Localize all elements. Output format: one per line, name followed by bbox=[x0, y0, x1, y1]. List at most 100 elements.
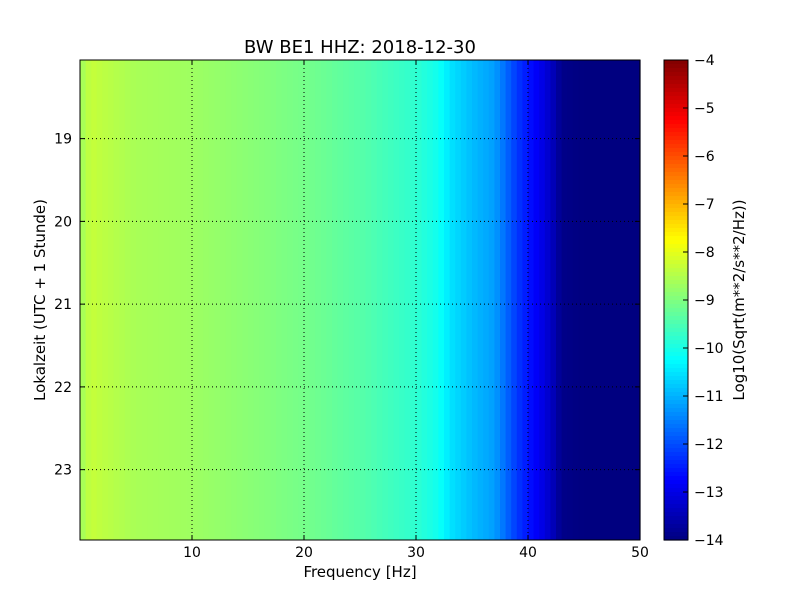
colorbar-cell bbox=[664, 468, 688, 473]
y-tick-label: 19 bbox=[54, 132, 72, 148]
colorbar-cell bbox=[664, 288, 688, 293]
heatmap-column bbox=[427, 60, 434, 540]
colorbar-cell bbox=[664, 92, 688, 97]
heatmap-column bbox=[220, 60, 227, 540]
heatmap-column bbox=[192, 60, 199, 540]
heatmap-column bbox=[91, 60, 98, 540]
heatmap-column bbox=[488, 60, 495, 540]
heatmap-column bbox=[214, 60, 221, 540]
heatmap-column bbox=[309, 60, 316, 540]
colorbar-cell bbox=[664, 524, 688, 529]
heatmap-column bbox=[124, 60, 131, 540]
heatmap-column bbox=[130, 60, 137, 540]
colorbar-cell bbox=[664, 128, 688, 133]
colorbar-cell bbox=[664, 376, 688, 381]
colorbar-tick-label: −12 bbox=[694, 437, 724, 453]
heatmap-column bbox=[175, 60, 182, 540]
colorbar-cell bbox=[664, 336, 688, 341]
colorbar-cell bbox=[664, 304, 688, 309]
heatmap-column bbox=[612, 60, 619, 540]
colorbar-cell bbox=[664, 232, 688, 237]
heatmap-column bbox=[231, 60, 238, 540]
x-axis-label: Frequency [Hz] bbox=[303, 563, 416, 581]
colorbar-cell bbox=[664, 184, 688, 189]
heatmap-column bbox=[589, 60, 596, 540]
heatmap-column bbox=[287, 60, 294, 540]
colorbar-cell bbox=[664, 100, 688, 105]
colorbar-cell bbox=[664, 536, 688, 541]
heatmap-column bbox=[600, 60, 607, 540]
heatmap-column bbox=[416, 60, 423, 540]
colorbar-cell bbox=[664, 512, 688, 517]
colorbar-cell bbox=[664, 488, 688, 493]
colorbar-cell bbox=[664, 516, 688, 521]
colorbar-cell bbox=[664, 464, 688, 469]
colorbar-tick-label: −7 bbox=[694, 197, 715, 213]
colorbar-cell bbox=[664, 244, 688, 249]
colorbar-cell bbox=[664, 124, 688, 129]
colorbar-cell bbox=[664, 484, 688, 489]
colorbar-cell bbox=[664, 300, 688, 305]
heatmap-column bbox=[449, 60, 456, 540]
heatmap-column bbox=[152, 60, 159, 540]
colorbar-cell bbox=[664, 172, 688, 177]
colorbar-cell bbox=[664, 440, 688, 445]
colorbar-label: Log10(Sqrt(m**2/s**2/Hz)) bbox=[730, 199, 748, 400]
colorbar-cell bbox=[664, 432, 688, 437]
colorbar-cell bbox=[664, 340, 688, 345]
heatmap-column bbox=[410, 60, 417, 540]
colorbar-cell bbox=[664, 424, 688, 429]
colorbar-cell bbox=[664, 208, 688, 213]
colorbar-cell bbox=[664, 508, 688, 513]
colorbar-cell bbox=[664, 372, 688, 377]
colorbar-cell bbox=[664, 384, 688, 389]
colorbar-cell bbox=[664, 60, 688, 65]
colorbar-cell bbox=[664, 140, 688, 145]
heatmap-column bbox=[197, 60, 204, 540]
colorbar-cell bbox=[664, 452, 688, 457]
heatmap-column bbox=[332, 60, 339, 540]
colorbar-cell bbox=[664, 200, 688, 205]
heatmap-column bbox=[270, 60, 277, 540]
heatmap-column bbox=[399, 60, 406, 540]
colorbar-tick-label: −13 bbox=[694, 485, 724, 501]
colorbar-cell bbox=[664, 84, 688, 89]
colorbar-cell bbox=[664, 328, 688, 333]
colorbar-cell bbox=[664, 68, 688, 73]
colorbar-tick-label: −10 bbox=[694, 341, 724, 357]
colorbar-cell bbox=[664, 280, 688, 285]
heatmap-column bbox=[164, 60, 171, 540]
heatmap-column bbox=[208, 60, 215, 540]
colorbar-cell bbox=[664, 296, 688, 301]
colorbar-cell bbox=[664, 380, 688, 385]
heatmap-column bbox=[472, 60, 479, 540]
colorbar-cell bbox=[664, 236, 688, 241]
heatmap-column bbox=[444, 60, 451, 540]
colorbar-cell bbox=[664, 400, 688, 405]
heatmap-column bbox=[264, 60, 271, 540]
heatmap-column bbox=[477, 60, 484, 540]
colorbar-cell bbox=[664, 316, 688, 321]
heatmap-column bbox=[432, 60, 439, 540]
colorbar: −4 −5 −6 −7 −8 −9 −10 −11 −12 −13 −14 bbox=[663, 53, 724, 549]
colorbar-cell bbox=[664, 492, 688, 497]
colorbar-cell bbox=[664, 152, 688, 157]
heatmap-column bbox=[136, 60, 143, 540]
heatmap-column bbox=[584, 60, 591, 540]
colorbar-cell bbox=[664, 532, 688, 537]
heatmap-column bbox=[561, 60, 568, 540]
colorbar-cell bbox=[664, 360, 688, 365]
heatmap-column bbox=[259, 60, 266, 540]
x-tick-label: 10 bbox=[183, 545, 201, 561]
heatmap-column bbox=[236, 60, 243, 540]
colorbar-cell bbox=[664, 416, 688, 421]
colorbar-cell bbox=[664, 268, 688, 273]
x-tick-label: 40 bbox=[519, 545, 537, 561]
heatmap-column bbox=[141, 60, 148, 540]
colorbar-cell bbox=[664, 112, 688, 117]
heatmap-column bbox=[539, 60, 546, 540]
heatmap-column bbox=[494, 60, 501, 540]
colorbar-cell bbox=[664, 496, 688, 501]
colorbar-tick-label: −6 bbox=[694, 149, 715, 165]
heatmap-column bbox=[337, 60, 344, 540]
